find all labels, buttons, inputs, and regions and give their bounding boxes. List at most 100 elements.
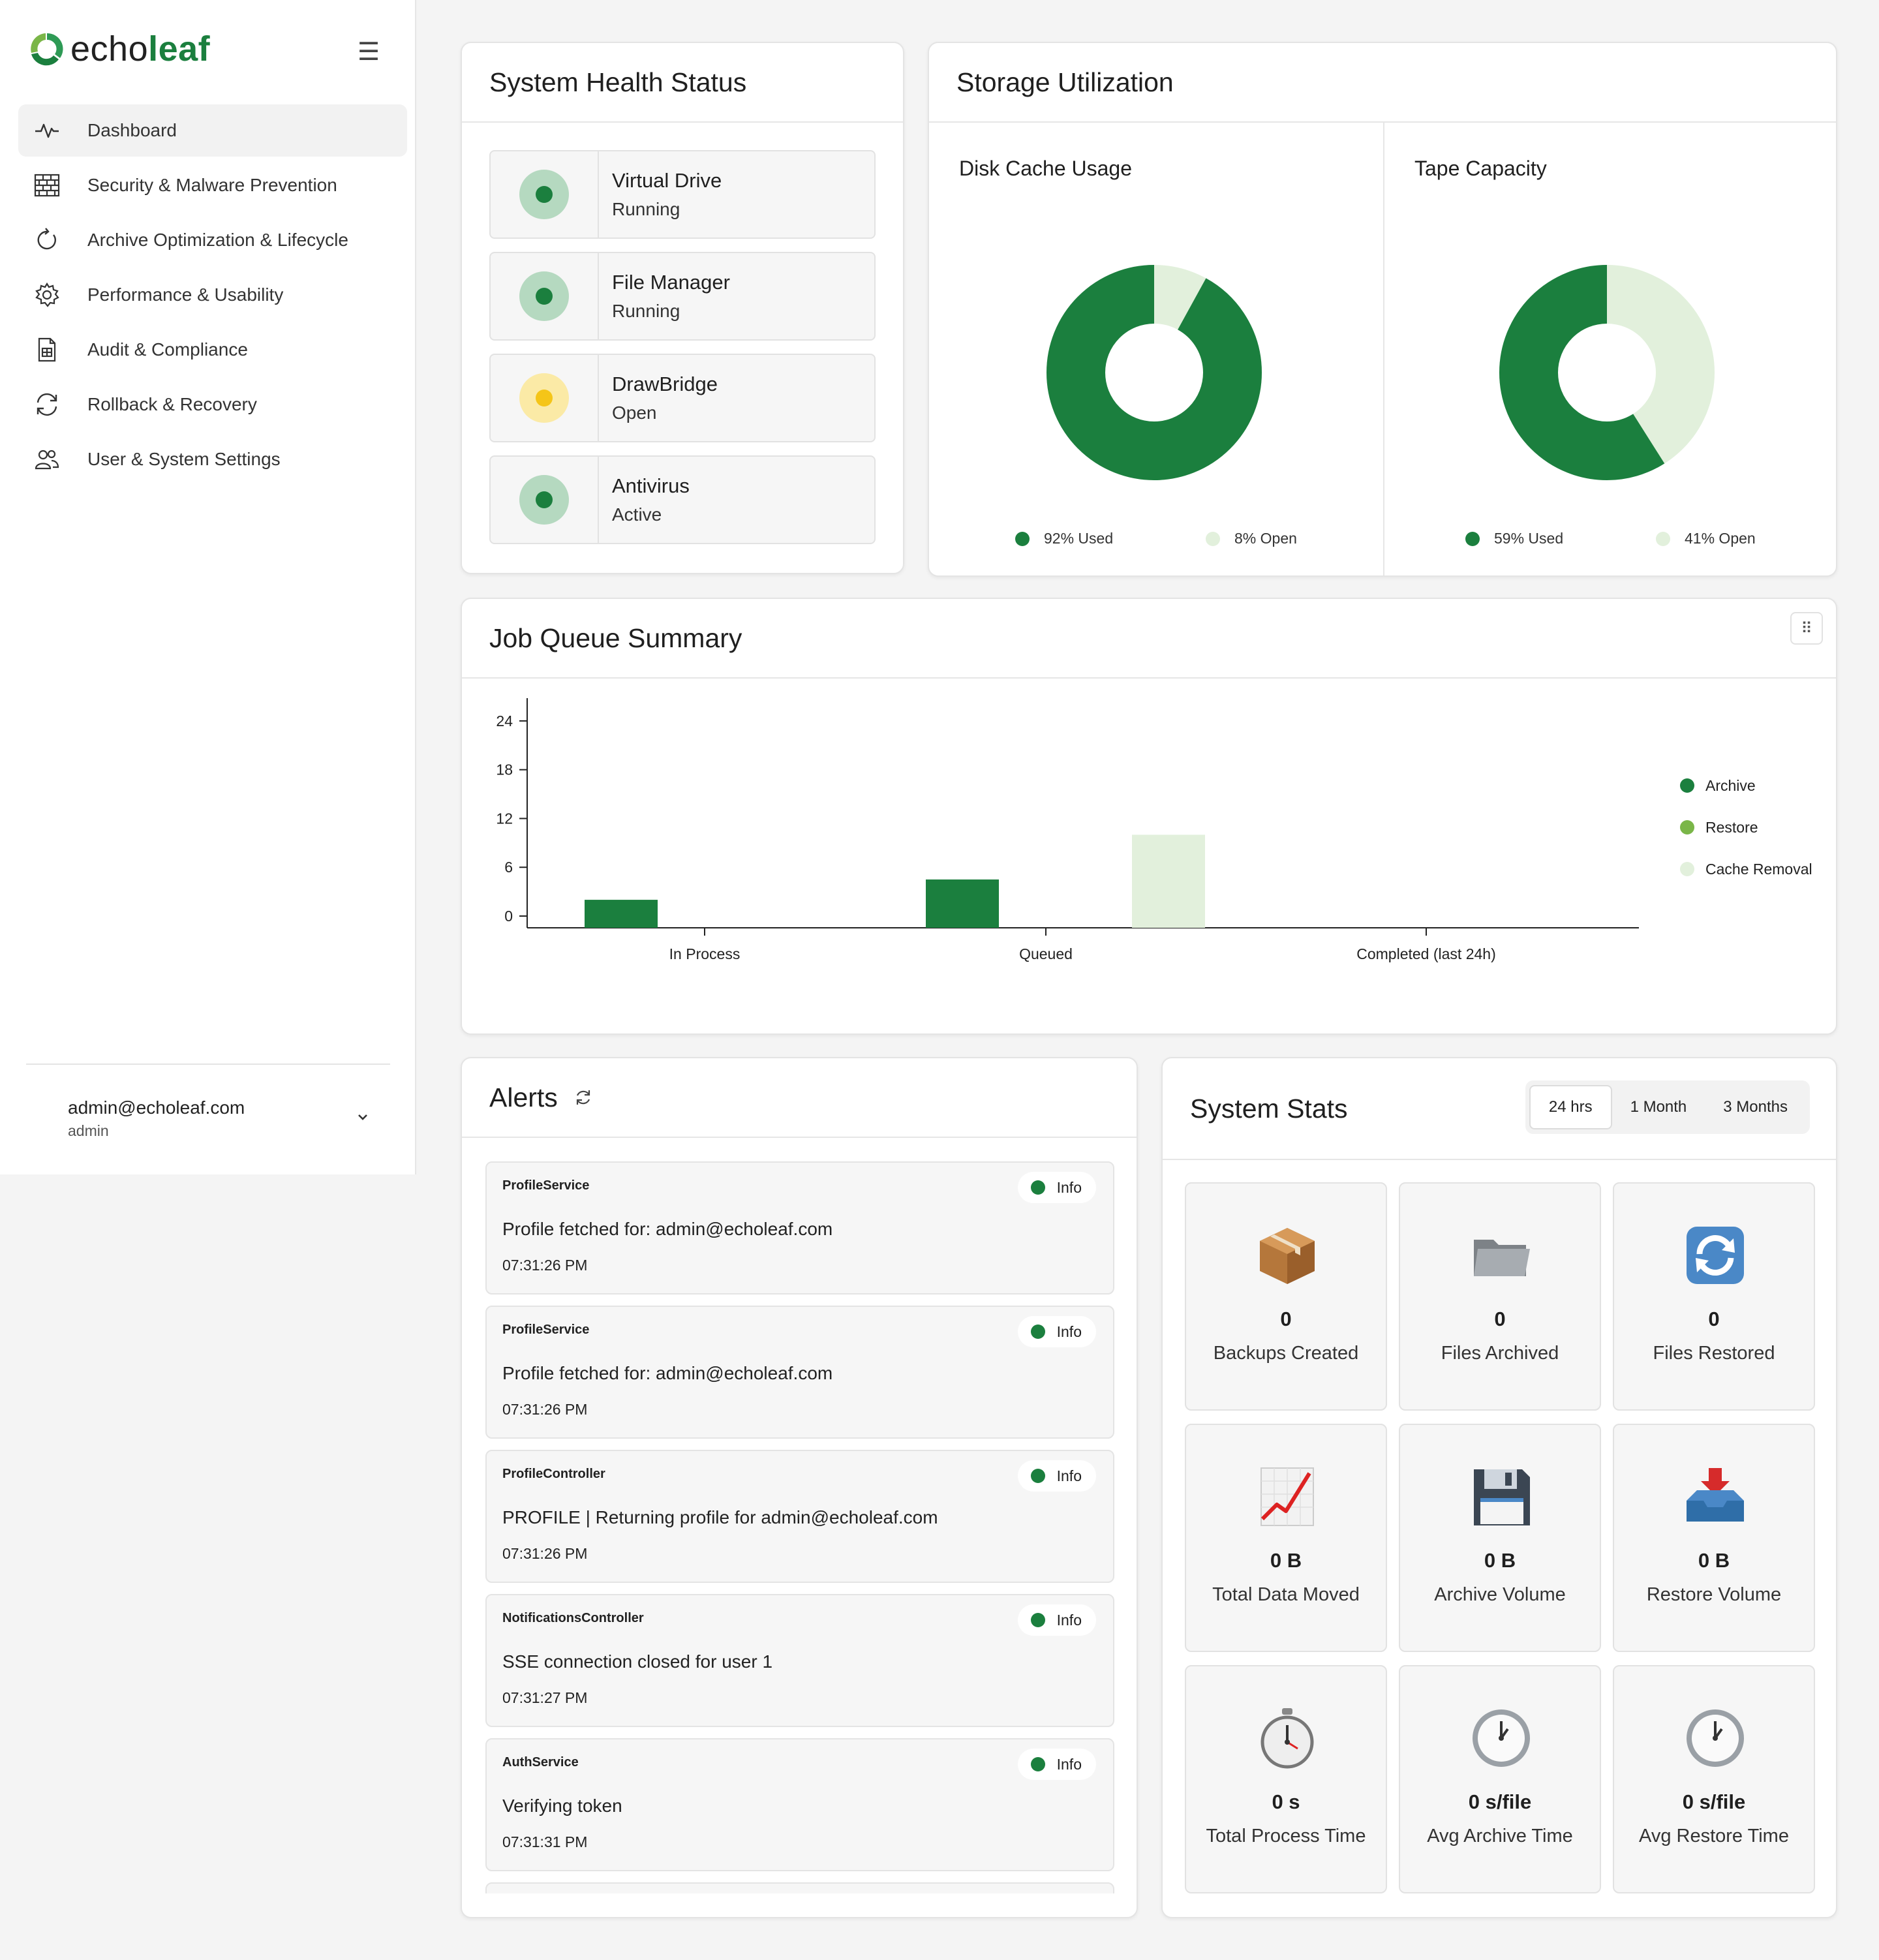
alert-message: SSE connection closed for user 1 — [502, 1651, 773, 1672]
sidebar-item-dashboard[interactable]: Dashboard — [18, 104, 407, 157]
alert-message: PROFILE | Returning profile for admin@ec… — [502, 1507, 938, 1527]
alert-source: ProfileService — [502, 1323, 590, 1337]
floppy-disk-icon — [1469, 1464, 1534, 1529]
card-title: Alerts — [489, 1082, 558, 1112]
status-indicator — [491, 253, 599, 339]
health-item-virtual-drive: Virtual Drive Running — [489, 150, 876, 239]
alert-message: Profile fetched for: admin@echoleaf.com — [502, 1363, 833, 1383]
tab-24-hrs[interactable]: 24 hrs — [1529, 1085, 1612, 1129]
stat-tile: 0 B Archive Volume — [1399, 1424, 1601, 1652]
refresh-cw-icon — [33, 226, 61, 254]
alert-source: ProfileController — [502, 1467, 605, 1481]
x-tick-label: Queued — [1019, 945, 1073, 962]
x-tick-label: In Process — [669, 945, 741, 962]
disk-cache-panel: Disk Cache Usage 92% Used 8% Open — [929, 123, 1384, 575]
alert-item[interactable] — [485, 1882, 1114, 1893]
donut-used-slice — [1046, 265, 1262, 480]
sidebar-item-audit[interactable]: Audit & Compliance — [18, 324, 407, 376]
grip-dots-icon[interactable]: ⠿ — [1790, 612, 1823, 645]
alert-level: Info — [1056, 1755, 1082, 1773]
brand-part-1: echo — [70, 29, 149, 69]
sidebar-item-performance[interactable]: Performance & Usability — [18, 269, 407, 321]
legend-dot — [1680, 778, 1694, 793]
health-status: Open — [612, 403, 657, 423]
stat-label: Files Restored — [1653, 1343, 1775, 1364]
health-name: Virtual Drive — [612, 169, 722, 192]
alert-level-badge: Info — [1017, 1460, 1096, 1492]
stat-label: Archive Volume — [1434, 1584, 1566, 1605]
tab-1-month[interactable]: 1 Month — [1630, 1098, 1687, 1116]
card-header: Alerts — [462, 1058, 1137, 1138]
card-header: System Health Status — [462, 43, 903, 123]
stopwatch-icon — [1255, 1706, 1320, 1771]
sidebar-item-label: Rollback & Recovery — [87, 394, 257, 414]
alert-item[interactable]: ProfileController Info PROFILE | Returning… — [485, 1450, 1114, 1583]
stat-label: Total Data Moved — [1212, 1584, 1360, 1605]
legend-dot — [1680, 862, 1694, 876]
user-email: admin@echoleaf.com — [68, 1097, 245, 1118]
alert-level-badge: Info — [1017, 1749, 1096, 1780]
time-range-tabs: 24 hrs 1 Month 3 Months — [1525, 1080, 1810, 1134]
alert-level: Info — [1056, 1467, 1082, 1484]
leaf-logo-icon — [31, 33, 63, 66]
stat-value: 0 — [1280, 1308, 1292, 1330]
card-header: Storage Utilization — [929, 43, 1836, 123]
alert-item[interactable]: ProfileService Info Profile fetched for: a… — [485, 1161, 1114, 1294]
stat-label: Files Archived — [1441, 1343, 1559, 1364]
sidebar-divider — [26, 1064, 390, 1065]
legend-used: 92% Used — [1015, 530, 1113, 547]
user-menu[interactable]: admin@echoleaf.com admin — [68, 1097, 245, 1140]
job-queue-card: Job Queue Summary ⠿ 0 6 12 18 24 In Process Qu… — [461, 598, 1837, 1035]
alert-time: 07:31:26 PM — [502, 1545, 588, 1562]
tab-3-months[interactable]: 3 Months — [1723, 1098, 1788, 1116]
status-dot-icon — [519, 373, 569, 423]
brand-logo[interactable]: echoleaf — [26, 26, 210, 72]
alert-time: 07:31:31 PM — [502, 1833, 588, 1850]
legend-label: Archive — [1705, 777, 1756, 794]
y-tick-label: 24 — [496, 712, 513, 729]
alert-source: NotificationsController — [502, 1611, 644, 1625]
info-dot-icon — [1030, 1180, 1045, 1195]
panel-title: Tape Capacity — [1414, 157, 1547, 180]
card-header: Job Queue Summary — [462, 599, 1836, 679]
health-name: DrawBridge — [612, 373, 718, 395]
stat-value: 0 s/file — [1468, 1790, 1532, 1813]
firewall-icon — [33, 171, 61, 200]
sidebar-item-security[interactable]: Security & Malware Prevention — [18, 159, 407, 211]
y-tick-label: 18 — [496, 761, 513, 778]
folder-icon — [1469, 1223, 1534, 1288]
health-status: Running — [612, 301, 680, 321]
health-item-file-manager: File Manager Running — [489, 252, 876, 341]
alert-source: AuthService — [502, 1755, 579, 1769]
stat-label: Backups Created — [1213, 1343, 1359, 1364]
bar-archive — [926, 879, 999, 928]
x-tick-label: Completed (last 24h) — [1356, 945, 1496, 962]
chevron-down-icon[interactable] — [352, 1107, 373, 1127]
legend-label: 41% Open — [1685, 530, 1756, 547]
info-dot-icon — [1030, 1757, 1045, 1771]
menu-toggle-icon[interactable]: ☰ — [357, 38, 380, 66]
refresh-icon[interactable] — [573, 1088, 593, 1107]
stat-label: Avg Restore Time — [1639, 1826, 1789, 1846]
sidebar-item-archive[interactable]: Archive Optimization & Lifecycle — [18, 214, 407, 266]
sidebar-item-settings[interactable]: User & System Settings — [18, 433, 407, 485]
health-status: Running — [612, 199, 680, 219]
card-title: Storage Utilization — [956, 67, 1174, 97]
sidebar-item-label: Performance & Usability — [87, 284, 284, 305]
rotate-icon — [33, 390, 61, 419]
legend-label: Restore — [1705, 819, 1758, 836]
card-title: System Health Status — [489, 67, 747, 97]
sync-icon — [1683, 1223, 1748, 1288]
bar-archive — [585, 900, 658, 928]
alert-item[interactable]: NotificationsController Info SSE connectio… — [485, 1594, 1114, 1727]
health-item-drawbridge: DrawBridge Open — [489, 354, 876, 442]
legend-open: 41% Open — [1656, 530, 1756, 547]
card-title: System Stats — [1190, 1093, 1348, 1124]
job-queue-chart: 0 6 12 18 24 In Process Queued Completed (last … — [496, 698, 1812, 962]
sidebar-item-rollback[interactable]: Rollback & Recovery — [18, 378, 407, 431]
clock-icon — [1683, 1706, 1748, 1771]
sidebar-item-label: Archive Optimization & Lifecycle — [87, 230, 348, 250]
sidebar-nav: Dashboard Security & Malware Prevention … — [18, 104, 407, 488]
alert-item[interactable]: AuthService Info Verifying token 07:31:31 P… — [485, 1738, 1114, 1871]
alert-item[interactable]: ProfileService Info Profile fetched for: a… — [485, 1306, 1114, 1439]
